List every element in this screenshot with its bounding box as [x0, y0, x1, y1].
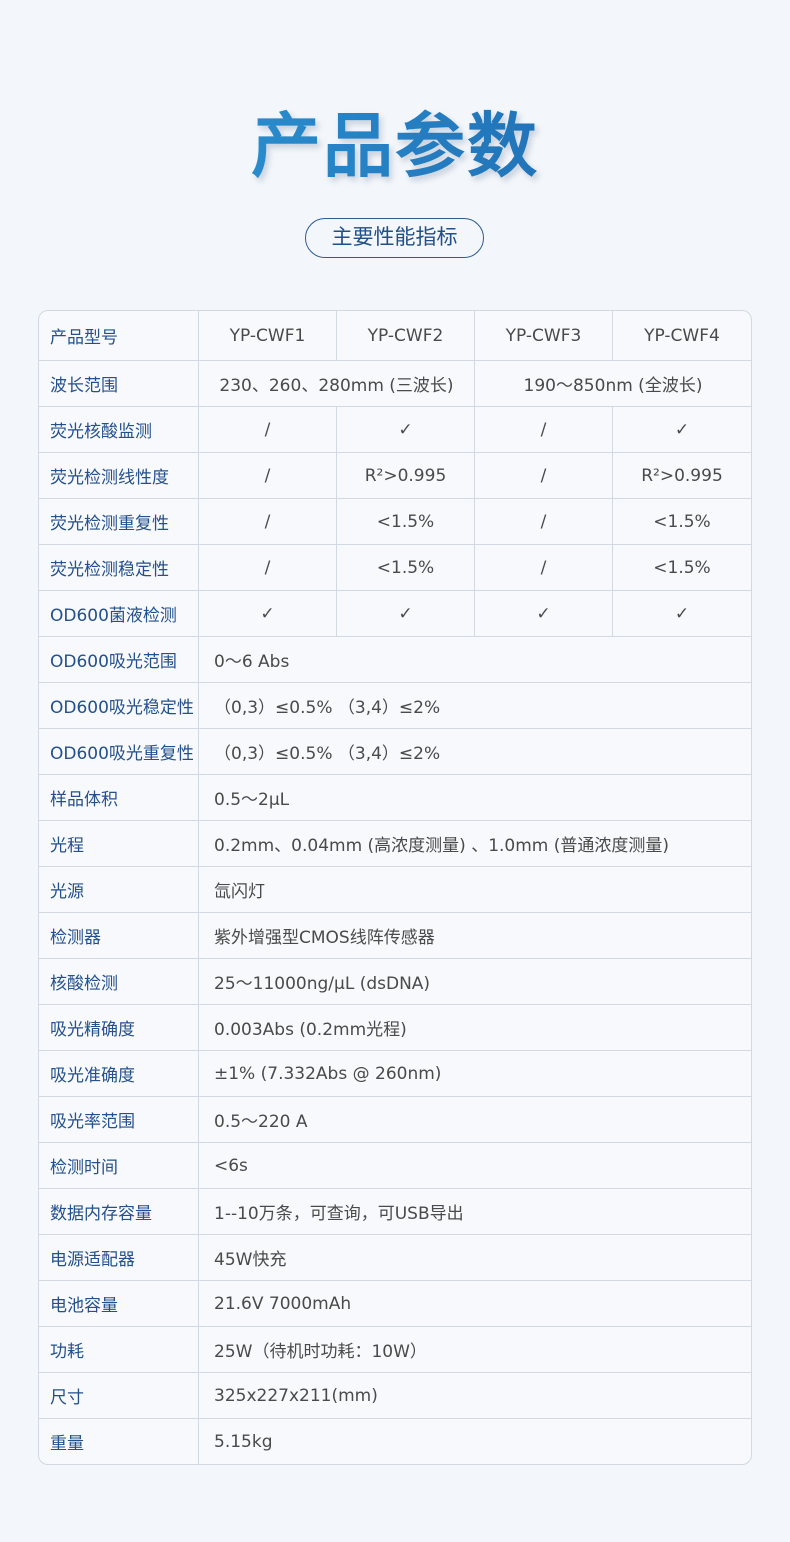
table-row: 荧光核酸监测 / ✓ / ✓ [39, 407, 751, 453]
cell-value: / [199, 545, 337, 591]
cell-value: 0.003Abs (0.2mm光程) [199, 1005, 751, 1051]
cell-value: ±1% (7.332Abs @ 260nm) [199, 1051, 751, 1097]
cell-value: ✓ [613, 407, 751, 453]
table-row: 吸光精确度 0.003Abs (0.2mm光程) [39, 1005, 751, 1051]
cell-value: 325x227x211(mm) [199, 1373, 751, 1419]
row-label: 吸光率范围 [39, 1097, 199, 1143]
cell-value: <6s [199, 1143, 751, 1189]
model-header: YP-CWF2 [337, 311, 475, 361]
model-header: YP-CWF3 [475, 311, 613, 361]
cell-value: 0.5～2μL [199, 775, 751, 821]
row-label: 吸光准确度 [39, 1051, 199, 1097]
cell-value: 230、260、280mm (三波长) [199, 361, 475, 407]
table-row: 光源 氙闪灯 [39, 867, 751, 913]
table-row: 波长范围 230、260、280mm (三波长) 190～850nm (全波长) [39, 361, 751, 407]
section-subtitle: 主要性能指标 [305, 218, 484, 258]
row-label: 重量 [39, 1419, 199, 1464]
row-label: 电源适配器 [39, 1235, 199, 1281]
cell-value: 25W（待机时功耗：10W） [199, 1327, 751, 1373]
cell-value: 1--10万条，可查询，可USB导出 [199, 1189, 751, 1235]
table-row: 样品体积 0.5～2μL [39, 775, 751, 821]
row-label: 产品型号 [39, 311, 199, 361]
cell-value: ✓ [199, 591, 337, 637]
row-label: 功耗 [39, 1327, 199, 1373]
row-label: 尺寸 [39, 1373, 199, 1419]
cell-value: / [199, 499, 337, 545]
table-row: 重量 5.15kg [39, 1419, 751, 1464]
table-row: 吸光准确度 ±1% (7.332Abs @ 260nm) [39, 1051, 751, 1097]
table-row: 功耗 25W（待机时功耗：10W） [39, 1327, 751, 1373]
row-label: 荧光检测重复性 [39, 499, 199, 545]
cell-value: <1.5% [613, 545, 751, 591]
row-label: 检测器 [39, 913, 199, 959]
cell-value: ✓ [337, 591, 475, 637]
row-label: 荧光检测稳定性 [39, 545, 199, 591]
table-row: 电源适配器 45W快充 [39, 1235, 751, 1281]
cell-value: 45W快充 [199, 1235, 751, 1281]
cell-value: 紫外增强型CMOS线阵传感器 [199, 913, 751, 959]
table-row: 检测器 紫外增强型CMOS线阵传感器 [39, 913, 751, 959]
row-label: 数据内存容量 [39, 1189, 199, 1235]
table-row: 荧光检测稳定性 / <1.5% / <1.5% [39, 545, 751, 591]
cell-value: 氙闪灯 [199, 867, 751, 913]
cell-value: R²>0.995 [613, 453, 751, 499]
spec-table: 产品型号 YP-CWF1 YP-CWF2 YP-CWF3 YP-CWF4 波长范… [38, 310, 752, 1465]
cell-value: / [199, 407, 337, 453]
row-label: 样品体积 [39, 775, 199, 821]
cell-value: / [475, 545, 613, 591]
cell-value: 5.15kg [214, 1431, 273, 1452]
row-label: 核酸检测 [39, 959, 199, 1005]
cell-value: ✓ [613, 591, 751, 637]
table-row: 检测时间 <6s [39, 1143, 751, 1189]
cell-value: / [199, 453, 337, 499]
row-label: 电池容量 [39, 1281, 199, 1327]
cell-value: 25～11000ng/μL (dsDNA) [199, 959, 751, 1005]
row-label: 荧光核酸监测 [39, 407, 199, 453]
table-row: 电池容量 21.6V 7000mAh [39, 1281, 751, 1327]
cell-value: 0.5～220 A [199, 1097, 751, 1143]
row-label: 光程 [39, 821, 199, 867]
cell-value: <1.5% [613, 499, 751, 545]
table-row: OD600吸光范围 0～6 Abs [39, 637, 751, 683]
cell-value: R²>0.995 [337, 453, 475, 499]
table-row: 核酸检测 25～11000ng/μL (dsDNA) [39, 959, 751, 1005]
table-row: 光程 0.2mm、0.04mm (高浓度测量) 、1.0mm (普通浓度测量) [39, 821, 751, 867]
cell-value: 0.2mm、0.04mm (高浓度测量) 、1.0mm (普通浓度测量) [199, 821, 751, 867]
cell-value: / [475, 499, 613, 545]
table-row: 尺寸 325x227x211(mm) [39, 1373, 751, 1419]
cell-value: / [475, 407, 613, 453]
page-title: 产品参数 [0, 104, 790, 188]
cell-value: ✓ [475, 591, 613, 637]
cell-value: （0,3）≤0.5% （3,4）≤2% [199, 683, 751, 729]
table-row: 荧光检测线性度 / R²>0.995/R²>0.995 [39, 453, 751, 499]
cell-value: 21.6V 7000mAh [199, 1281, 751, 1327]
cell-value: 0～6 Abs [199, 637, 751, 683]
cell-value: <1.5% [337, 545, 475, 591]
table-row: 数据内存容量 1--10万条，可查询，可USB导出 [39, 1189, 751, 1235]
row-label: OD600菌液检测 [39, 591, 199, 637]
table-row: OD600菌液检测 ✓ ✓ ✓ ✓ [39, 591, 751, 637]
table-header-row: 产品型号 YP-CWF1 YP-CWF2 YP-CWF3 YP-CWF4 [39, 311, 751, 361]
cell-value: ✓ [337, 407, 475, 453]
row-label: 波长范围 [39, 361, 199, 407]
row-label: OD600吸光范围 [39, 637, 199, 683]
row-label: 检测时间 [39, 1143, 199, 1189]
row-label: OD600吸光稳定性 [39, 683, 199, 729]
model-header: YP-CWF1 [199, 311, 337, 361]
row-label: 光源 [39, 867, 199, 913]
cell-value: / [475, 453, 613, 499]
table-row: OD600吸光重复性 （0,3）≤0.5% （3,4）≤2% [39, 729, 751, 775]
table-row: OD600吸光稳定性 （0,3）≤0.5% （3,4）≤2% [39, 683, 751, 729]
cell-value: 190～850nm (全波长) [475, 361, 751, 407]
cell-value: （0,3）≤0.5% （3,4）≤2% [199, 729, 751, 775]
cell-value: <1.5% [337, 499, 475, 545]
row-label: 荧光检测线性度 [39, 453, 199, 499]
row-label: 吸光精确度 [39, 1005, 199, 1051]
row-label: OD600吸光重复性 [39, 729, 199, 775]
model-header: YP-CWF4 [613, 311, 751, 361]
table-row: 荧光检测重复性 / <1.5% / <1.5% [39, 499, 751, 545]
table-row: 吸光率范围 0.5～220 A [39, 1097, 751, 1143]
